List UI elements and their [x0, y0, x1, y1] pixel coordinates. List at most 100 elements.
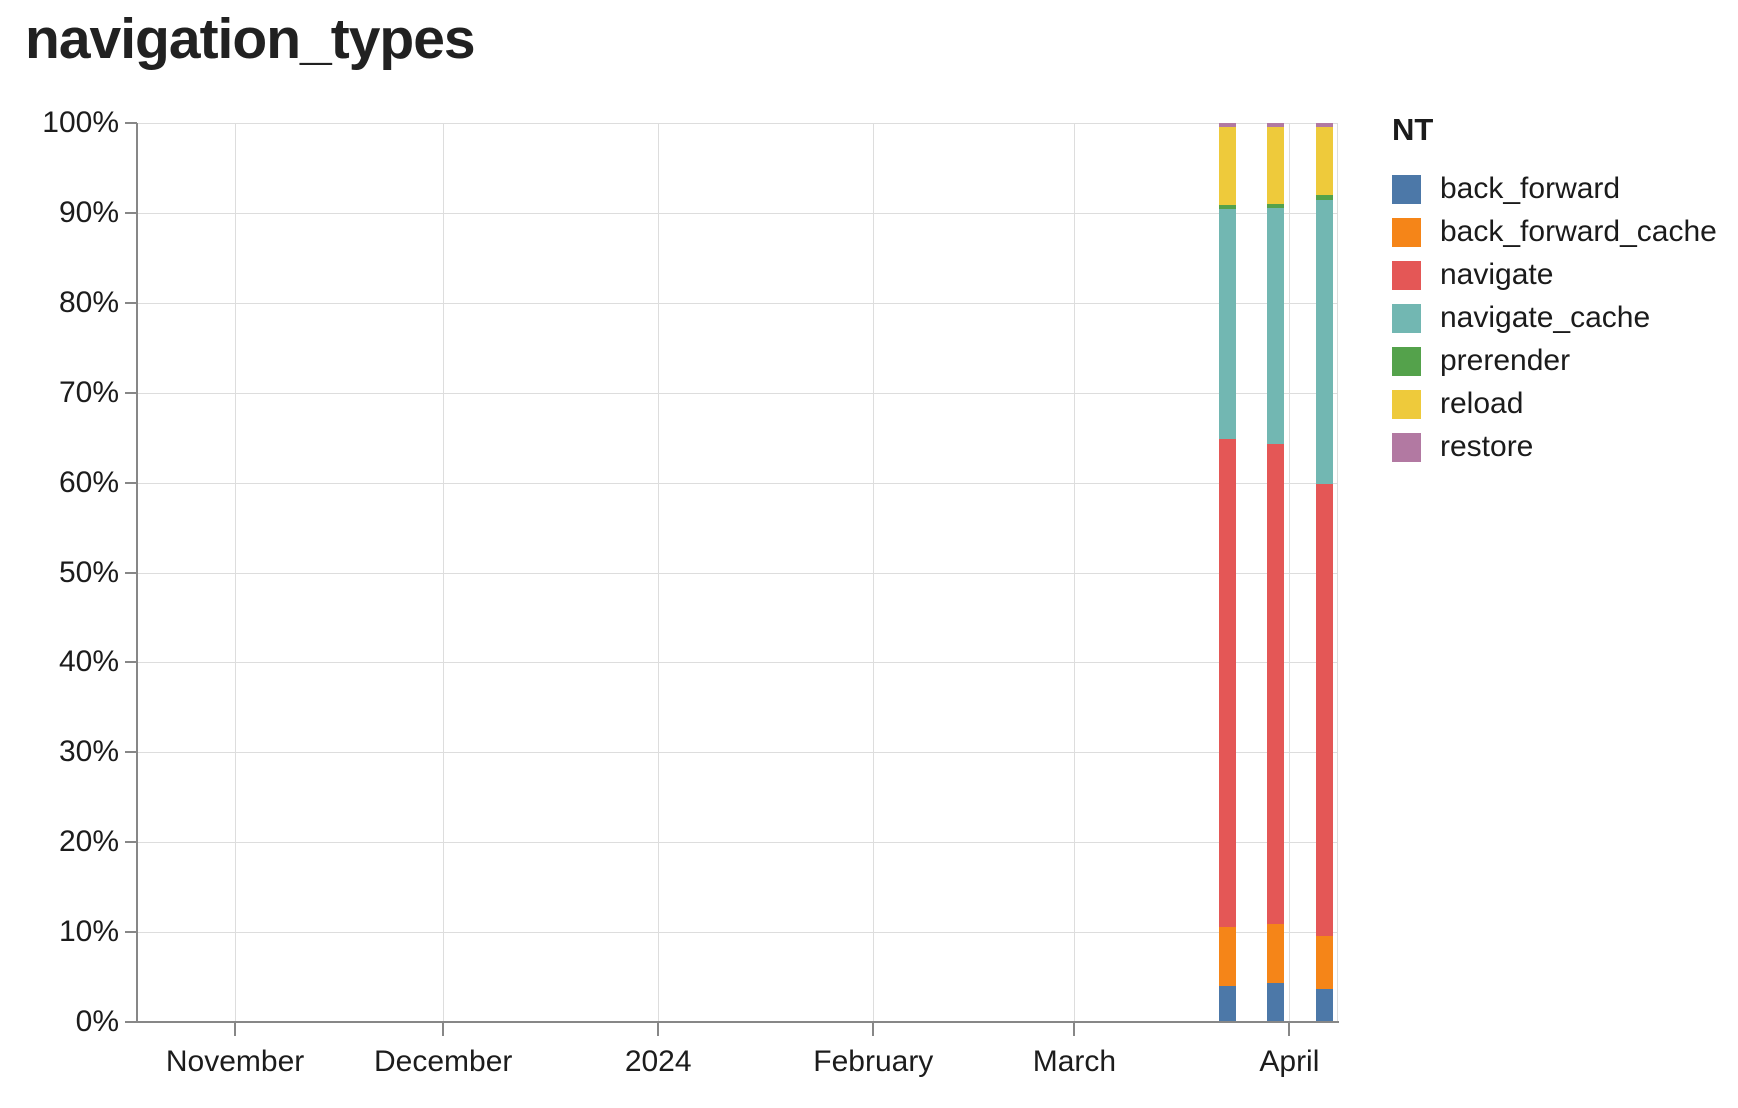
y-tick-label: 90%	[58, 195, 119, 229]
gridline-y-100	[138, 123, 1337, 124]
bar-segment-prerender[interactable]	[1267, 203, 1285, 209]
gridline-y-80	[138, 302, 1337, 304]
gridline-y-90	[138, 212, 1337, 214]
y-tick	[125, 931, 137, 934]
y-tick-label: 80%	[58, 285, 119, 319]
y-tick	[125, 661, 137, 664]
y-tick	[125, 122, 137, 124]
gridline-y-40	[138, 662, 1337, 664]
y-axis-domain-line	[136, 123, 138, 1023]
gridline-y-20	[138, 842, 1337, 844]
gridline-y-60	[138, 482, 1337, 484]
y-tick-label: 20%	[58, 825, 119, 859]
legend-swatch-prerender	[1392, 346, 1421, 376]
x-tick-label: March	[1032, 1045, 1117, 1078]
legend-swatch-back_forward	[1392, 174, 1421, 204]
legend-items: back_forward back_forward_cache navigate na…	[1392, 172, 1717, 464]
gridline-x-April	[1289, 123, 1291, 1022]
bar-segment-back_forward_cache[interactable]	[1315, 935, 1333, 989]
gridline-y-50	[138, 572, 1337, 574]
bar-segment-restore[interactable]	[1315, 123, 1333, 127]
legend-item-back_forward[interactable]: back_forward	[1392, 172, 1717, 206]
bar-segment-prerender[interactable]	[1218, 204, 1236, 210]
x-tick	[1288, 1023, 1291, 1036]
legend-item-navigate_cache[interactable]: navigate_cache	[1392, 301, 1717, 335]
legend-item-label: navigate_cache	[1440, 301, 1651, 334]
bar-2024-03-23	[1218, 123, 1236, 1022]
legend-swatch-navigate_cache	[1392, 303, 1421, 333]
legend-item-reload[interactable]: reload	[1392, 387, 1717, 421]
bar-segment-back_forward_cache[interactable]	[1218, 926, 1236, 987]
y-tick-label: 0%	[75, 1005, 119, 1038]
bar-segment-back_forward[interactable]	[1315, 988, 1333, 1022]
y-tick	[125, 751, 137, 754]
y-tick-label: 100%	[42, 106, 119, 139]
y-tick-label: 50%	[58, 555, 119, 589]
bar-segment-restore[interactable]	[1218, 123, 1236, 127]
y-tick-label: 70%	[58, 375, 119, 409]
x-tick-label: December	[373, 1045, 513, 1078]
gridline-y-70	[138, 392, 1337, 394]
gridline-y-30	[138, 752, 1337, 754]
x-tick-label: February	[813, 1045, 934, 1078]
gridline-x-March	[1074, 123, 1076, 1022]
legend-item-label: prerender	[1440, 344, 1571, 377]
x-tick	[872, 1023, 875, 1036]
y-tick	[125, 301, 137, 304]
legend-item-restore[interactable]: restore	[1392, 430, 1717, 464]
legend-title: NT	[1392, 112, 1434, 147]
x-tick-label: April	[1259, 1045, 1320, 1078]
y-tick-label: 60%	[58, 465, 119, 499]
bar-segment-back_forward[interactable]	[1218, 986, 1236, 1022]
x-tick-label: November	[165, 1045, 305, 1078]
y-tick	[125, 841, 137, 844]
legend-swatch-navigate	[1392, 260, 1421, 290]
y-tick	[125, 211, 137, 214]
bar-2024-04-06	[1315, 123, 1333, 1022]
legend-swatch-reload	[1392, 389, 1421, 419]
bar-segment-navigate_cache[interactable]	[1267, 208, 1285, 444]
x-tick-label: 2024	[624, 1045, 692, 1078]
legend-swatch-back_forward_cache	[1392, 217, 1421, 247]
legend-item-label: back_forward	[1440, 172, 1621, 205]
gridline-x-February	[873, 123, 875, 1022]
bar-segment-navigate[interactable]	[1218, 438, 1236, 927]
y-tick	[125, 481, 137, 484]
bar-segment-reload[interactable]	[1315, 126, 1333, 195]
bar-segment-back_forward[interactable]	[1267, 983, 1285, 1022]
legend-swatch-restore	[1392, 432, 1421, 462]
bar-segment-navigate_cache[interactable]	[1218, 209, 1236, 439]
bar-segment-reload[interactable]	[1218, 126, 1236, 205]
legend-item-label: restore	[1440, 430, 1534, 463]
chart-title: navigation_types	[25, 7, 476, 71]
legend-item-label: navigate	[1440, 258, 1554, 291]
y-tick-label: 10%	[58, 915, 119, 949]
bar-segment-navigate[interactable]	[1315, 483, 1333, 936]
legend-item-label: back_forward_cache	[1440, 215, 1717, 248]
x-tick	[234, 1023, 237, 1036]
bar-segment-reload[interactable]	[1267, 126, 1285, 204]
legend-item-navigate[interactable]: navigate	[1392, 258, 1717, 292]
x-tick	[657, 1023, 660, 1036]
bar-segment-prerender[interactable]	[1315, 194, 1333, 201]
bar-segment-back_forward_cache[interactable]	[1267, 924, 1285, 984]
bar-segment-navigate[interactable]	[1267, 443, 1285, 925]
gridline-y-10	[138, 932, 1337, 934]
legend-item-prerender[interactable]: prerender	[1392, 344, 1717, 378]
gridline-x-December	[443, 123, 445, 1022]
plot-area	[138, 123, 1338, 1022]
y-tick	[125, 391, 137, 394]
y-tick-label: 30%	[58, 735, 119, 769]
x-axis-domain-line	[136, 1021, 1339, 1023]
y-tick-label: 40%	[58, 645, 119, 679]
legend-item-label: reload	[1440, 387, 1524, 420]
bar-segment-restore[interactable]	[1267, 123, 1285, 127]
legend-item-back_forward_cache[interactable]: back_forward_cache	[1392, 215, 1717, 249]
x-tick	[442, 1023, 445, 1036]
gridline-x-November	[235, 123, 237, 1022]
bar-segment-navigate_cache[interactable]	[1315, 200, 1333, 484]
gridline-x-2024	[658, 123, 660, 1022]
bar-2024-03-30	[1267, 123, 1285, 1022]
